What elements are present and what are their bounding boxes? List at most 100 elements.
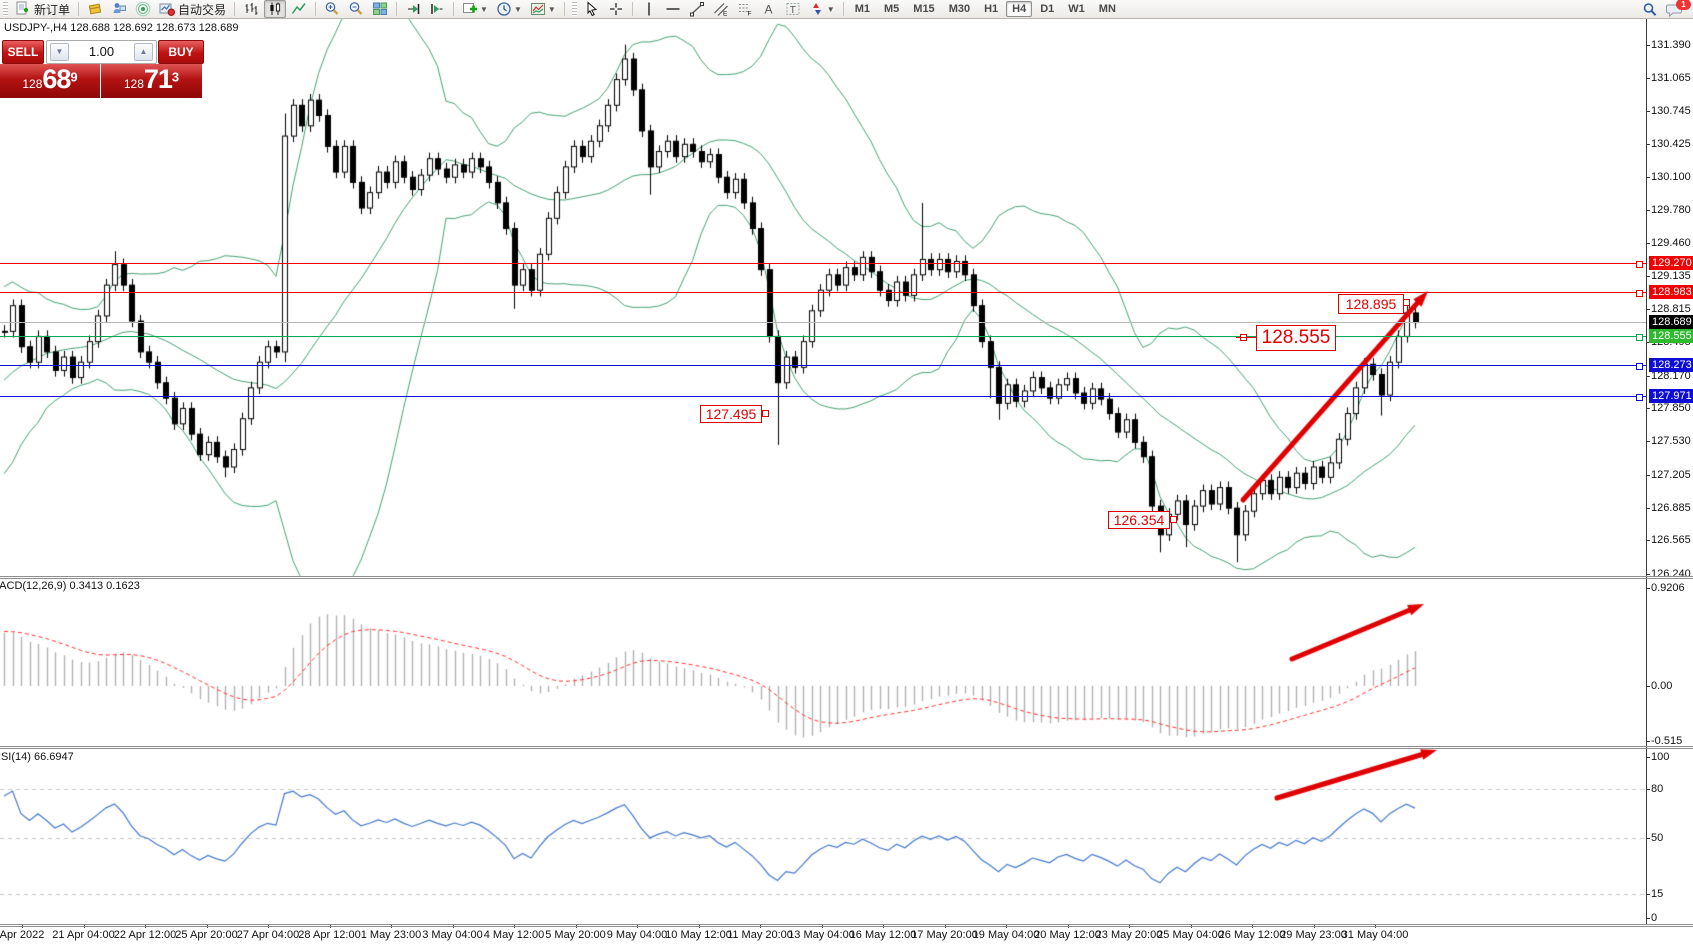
rsi-timeaxis-divider [0, 924, 1693, 925]
hline-anchor-support-128273[interactable] [1636, 363, 1643, 370]
volume-stepper[interactable]: ▼ 1.00 ▲ [46, 40, 157, 64]
price-tick-label: 126.565 [1651, 534, 1691, 546]
candlestick-chart-button[interactable] [264, 0, 287, 18]
new-order-icon [15, 1, 31, 17]
timeframe-m1-button[interactable]: M1 [854, 3, 870, 15]
search-icon [1642, 2, 1658, 18]
fibonacci-icon: F [737, 1, 753, 17]
timeframe-m5-button[interactable]: M5 [884, 3, 900, 15]
price-note-127495[interactable]: 127.495 [700, 405, 762, 423]
support-agent-button[interactable] [108, 0, 130, 18]
axis-tick [1646, 441, 1650, 442]
timeframe-h4-button[interactable]: H4 [1006, 1, 1033, 17]
text-icon: A [761, 1, 777, 17]
cursor-button[interactable] [581, 0, 603, 18]
zoom-in-button[interactable] [321, 0, 343, 18]
text-button[interactable]: A [758, 0, 780, 18]
volume-value[interactable]: 1.00 [88, 44, 115, 59]
notifications-button[interactable]: 1 [1663, 0, 1691, 19]
fibonacci-button[interactable]: F [734, 0, 756, 18]
macd-rsi-divider[interactable] [0, 746, 1693, 747]
hline-anchor-resistance-128983[interactable] [1636, 290, 1643, 297]
bar-chart-icon [243, 1, 259, 17]
price-tick-label: 127.530 [1651, 435, 1691, 447]
hline-current-price-128689[interactable] [0, 322, 1646, 323]
hline-anchor-resistance-129270[interactable] [1636, 261, 1643, 268]
bid-price-box[interactable]: 128689 [0, 64, 101, 98]
volume-increase-button[interactable]: ▲ [134, 43, 153, 61]
template-button[interactable]: ▼ [527, 0, 559, 18]
hline-support-128273[interactable] [0, 365, 1646, 366]
price-tick-label: 127.205 [1651, 469, 1691, 481]
trendline-button[interactable] [686, 0, 708, 18]
channel-button[interactable]: E [710, 0, 732, 18]
package-button[interactable] [84, 0, 106, 18]
price-note-126354-anchor[interactable] [1170, 516, 1177, 523]
svg-text:T: T [790, 5, 796, 16]
rsi-indicator-label: RSI(14) 66.6947 [0, 751, 74, 763]
time-tick-label: 21 Apr 04:00 [52, 929, 115, 941]
time-tick-label: 20 May 12:00 [1034, 929, 1101, 941]
time-tick-label: 11 May 20:00 [727, 929, 793, 941]
search-button[interactable] [1639, 1, 1661, 19]
time-tick-label: 19 May 04:00 [972, 929, 1040, 941]
sell-button[interactable]: SELL [2, 40, 44, 64]
price-tick-label: 130.745 [1651, 105, 1691, 117]
hline-anchor-support-128555[interactable] [1636, 334, 1643, 341]
signal-broadcast-button[interactable] [132, 0, 154, 18]
tile-windows-button[interactable] [369, 0, 391, 18]
bar-chart-button[interactable] [240, 0, 262, 18]
period-button[interactable]: ▼ [493, 0, 525, 18]
hline-anchor-support-127971[interactable] [1636, 394, 1643, 401]
axis-tick [1646, 45, 1650, 46]
hline-support-128555[interactable] [0, 336, 1646, 337]
price-note-126354[interactable]: 126.354 [1108, 511, 1170, 529]
ask-pips: 71 [143, 64, 173, 94]
axis-tick [1646, 309, 1650, 310]
package-icon [87, 1, 103, 17]
time-tick-label: 25 May 04:00 [1157, 929, 1224, 941]
crosshair-button[interactable] [605, 0, 627, 18]
timeframe-m30-button[interactable]: M30 [948, 3, 971, 15]
price-level-label-128273: 128.273 [1649, 358, 1693, 372]
axis-tick [1646, 588, 1650, 589]
timeframe-w1-button[interactable]: W1 [1068, 3, 1085, 15]
price-note-128555[interactable]: 128.555 [1256, 325, 1336, 351]
line-chart-button[interactable] [288, 0, 310, 18]
autotrading-button[interactable]: 自动交易 [156, 0, 229, 18]
buy-button[interactable]: BUY [158, 40, 204, 64]
label-button[interactable]: T [782, 0, 804, 18]
hline-resistance-128983[interactable] [0, 292, 1646, 293]
hline-support-127971[interactable] [0, 396, 1646, 397]
zoom-out-button[interactable] [345, 0, 367, 18]
timeframe-h1-button[interactable]: H1 [984, 3, 999, 15]
toolbar-grip-2 [571, 2, 577, 16]
timeframe-mn-button[interactable]: MN [1098, 3, 1116, 15]
ask-point: 3 [171, 69, 180, 85]
volume-decrease-button[interactable]: ▼ [50, 43, 69, 61]
axis-tick [1646, 177, 1650, 178]
new-order-button[interactable]: 新订单 [12, 0, 73, 18]
hline-resistance-129270[interactable] [0, 263, 1646, 264]
price-note-128895[interactable]: 128.895 [1338, 294, 1404, 314]
horizontal-line-button[interactable] [662, 0, 684, 18]
add-indicator-button[interactable]: ▼ [459, 0, 491, 18]
chart-shift-button[interactable] [426, 0, 448, 18]
axis-tick [1646, 741, 1650, 742]
bid-big-figure: 128 [22, 77, 43, 91]
macd-rsi-divider-2 [0, 748, 1693, 749]
price-tick-label: 131.065 [1651, 72, 1691, 84]
main-macd-divider[interactable] [0, 576, 1693, 577]
crosshair-icon [608, 1, 624, 17]
axis-tick [1646, 757, 1650, 758]
vertical-line-button[interactable] [638, 0, 660, 18]
timeframe-m15-button[interactable]: M15 [913, 3, 935, 15]
arrows-button[interactable]: ▼ [806, 0, 838, 18]
price-note-127495-anchor[interactable] [762, 410, 769, 417]
timeframe-d1-button[interactable]: D1 [1040, 3, 1055, 15]
ask-price-box[interactable]: 128713 [101, 64, 202, 98]
auto-scroll-button[interactable] [402, 0, 424, 18]
time-tick-label: 25 Apr 20:00 [175, 929, 238, 941]
period-clock-icon [496, 1, 512, 17]
